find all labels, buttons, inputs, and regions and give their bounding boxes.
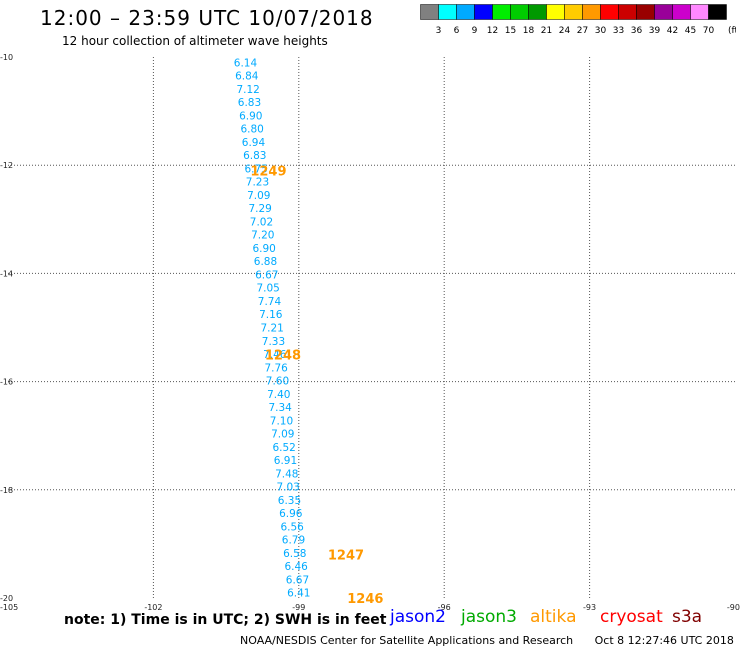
swh-value-label: 6.52 [272, 442, 295, 454]
satellite-jason2: jason2 [390, 607, 446, 627]
legend-label: 12 [487, 26, 498, 36]
swh-value-label: 7.29 [248, 203, 271, 215]
legend-label: 36 [631, 26, 643, 36]
legend-label: 70 [703, 26, 715, 36]
x-tick-label: -90 [727, 603, 740, 612]
legend-label: 33 [613, 26, 624, 36]
swh-value-label: 7.60 [266, 376, 289, 388]
y-tick-label: -10 [0, 53, 13, 62]
x-tick-label: -102 [144, 603, 162, 612]
legend-label: 30 [595, 26, 607, 36]
footer-timestamp: Oct 8 12:27:46 UTC 2018 [594, 634, 734, 647]
swh-value-label: 6.90 [239, 110, 262, 122]
swh-value-label: 6.14 [234, 57, 258, 69]
swh-value-label: 6.35 [278, 495, 301, 507]
swh-value-label: 6.91 [274, 455, 297, 467]
swh-value-label: 7.05 [256, 283, 279, 295]
legend-label: 18 [523, 26, 535, 36]
legend-unit: (ft) [728, 26, 736, 36]
swh-value-label: 7.23 [246, 177, 269, 189]
swh-value-label: 6.56 [280, 521, 304, 533]
legend-label: 24 [559, 26, 571, 36]
x-tick-label: -96 [438, 603, 451, 612]
page-subtitle: 12 hour collection of altimeter wave hei… [62, 34, 328, 48]
legend-label: 21 [541, 26, 552, 36]
swh-value-label: 7.20 [251, 230, 274, 242]
swh-value-label: 6.94 [242, 137, 266, 149]
swh-value-label: 6.90 [252, 243, 275, 255]
swh-value-label: 7.03 [276, 482, 299, 494]
swh-value-label: 7.09 [271, 429, 294, 441]
time-label: 1249 [250, 165, 286, 180]
legend-label: 3 [436, 26, 442, 36]
x-tick-label: -93 [583, 603, 596, 612]
swh-value-label: 7.48 [275, 468, 298, 480]
y-tick-label: -16 [0, 378, 13, 387]
swh-value-label: 6.79 [282, 535, 305, 547]
y-tick-label: -18 [0, 486, 13, 495]
swh-value-label: 6.84 [235, 71, 259, 83]
legend-label: 9 [472, 26, 478, 36]
swh-value-label: 7.40 [267, 389, 290, 401]
swh-value-label: 6.46 [284, 561, 308, 573]
x-tick-label: -99 [292, 603, 305, 612]
swh-value-label: 7.21 [260, 323, 283, 335]
y-tick-label: -20 [0, 594, 13, 603]
swh-value-label: 7.16 [259, 309, 283, 321]
page-title: 12:00 – 23:59 UTC 10/07/2018 [40, 6, 374, 30]
swh-value-label: 6.96 [279, 508, 303, 520]
legend-label: 27 [577, 26, 588, 36]
swh-value-label: 7.09 [247, 190, 270, 202]
swh-value-label: 6.41 [287, 588, 310, 600]
swh-value-label: 7.46 [263, 349, 287, 361]
swh-value-label: 7.76 [264, 362, 288, 374]
swh-value-label: 7.74 [258, 296, 282, 308]
satellite-altika: altika [530, 607, 577, 627]
footer: NOAA/NESDIS Center for Satellite Applica… [240, 634, 740, 647]
legend-label: 45 [685, 26, 696, 36]
y-tick-label: -14 [0, 269, 13, 278]
swh-value-label: 6.67 [286, 574, 309, 586]
satellite-cryosat: cryosat [600, 607, 663, 627]
swh-value-label: 7.12 [236, 84, 259, 96]
legend-swatch [708, 4, 727, 20]
swh-value-label: 6.75 [244, 163, 267, 175]
swh-value-label: 6.58 [283, 548, 306, 560]
swh-value-label: 6.83 [238, 97, 261, 109]
note-text: note: 1) Time is in UTC; 2) SWH is in fe… [64, 612, 387, 628]
legend-label: 39 [649, 26, 661, 36]
swh-value-label: 7.10 [270, 415, 293, 427]
x-tick-label: -105 [0, 603, 18, 612]
swh-value-label: 7.02 [250, 216, 273, 228]
time-label: 1246 [347, 592, 383, 607]
swh-value-label: 6.80 [240, 124, 263, 136]
swh-value-label: 7.34 [268, 402, 292, 414]
satellite-jason3: jason3 [461, 607, 517, 627]
footer-credit: NOAA/NESDIS Center for Satellite Applica… [240, 634, 574, 647]
y-tick-label: -12 [0, 161, 13, 170]
satellite-s3a: s3a [672, 607, 703, 627]
swh-value-label: 7.33 [262, 336, 285, 348]
legend-label: 15 [505, 26, 516, 36]
legend-label: 6 [454, 26, 460, 36]
swh-value-label: 6.83 [243, 150, 266, 162]
legend-label: 42 [667, 26, 678, 36]
swh-value-label: 6.88 [254, 256, 277, 268]
swh-value-label: 6.67 [255, 269, 278, 281]
time-label: 1247 [328, 549, 364, 564]
time-label: 1248 [265, 349, 301, 364]
